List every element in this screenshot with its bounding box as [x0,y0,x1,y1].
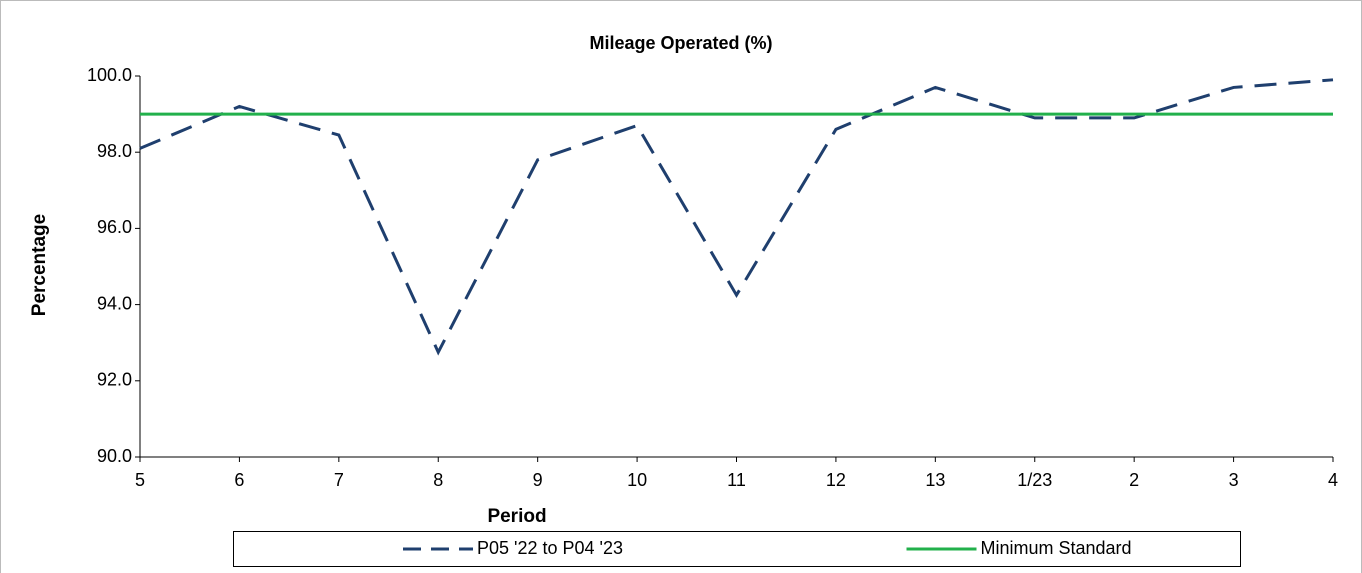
x-tick-label: 8 [433,470,443,490]
x-tick-label: 11 [727,470,746,490]
series-line [139,78,1334,356]
x-tick-label: 12 [826,470,846,490]
x-tick-label: 4 [1328,470,1338,490]
x-tick-label: 6 [234,470,244,490]
x-tick-label: 1/23 [1017,470,1052,490]
x-tick-label: 5 [135,470,145,490]
legend-label: Minimum Standard [981,538,1132,558]
x-tick-label: 10 [627,470,647,490]
x-tick-label: 3 [1229,470,1239,490]
y-tick-label: 94.0 [97,293,132,313]
y-tick-label: 96.0 [97,217,132,237]
x-tick-label: 2 [1129,470,1139,490]
legend-label: P05 '22 to P04 '23 [477,538,623,558]
chart-title: Mileage Operated (%) [589,33,772,53]
x-axis-label: Period [487,506,546,527]
legend-box [233,531,1241,567]
y-tick-label: 100.0 [87,65,132,85]
x-tick-label: 13 [925,470,945,490]
y-tick-label: 98.0 [97,141,132,161]
y-axis-label: Percentage [29,214,50,316]
x-tick-label: 9 [533,470,543,490]
y-tick-label: 92.0 [97,370,132,390]
x-tick-label: 7 [334,470,344,490]
y-tick-label: 90.0 [97,446,132,466]
